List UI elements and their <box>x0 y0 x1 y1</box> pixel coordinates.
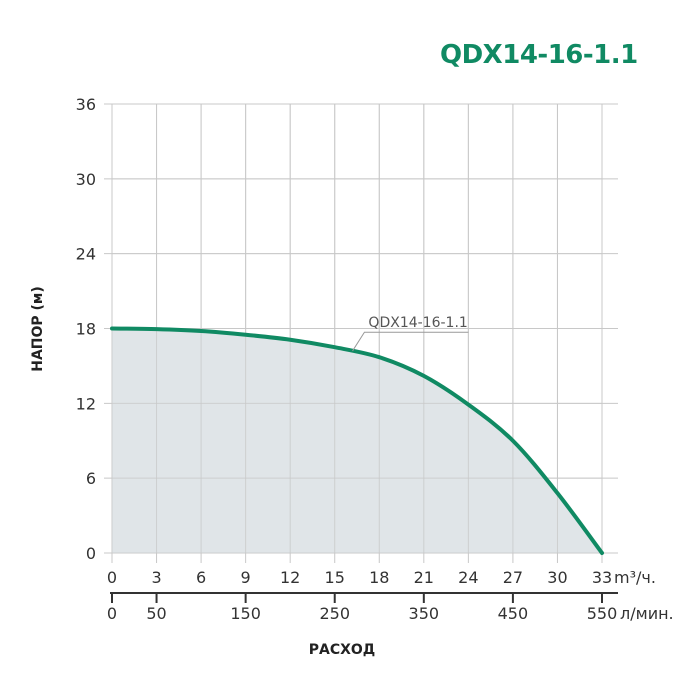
x-tick-label: 18 <box>369 568 389 587</box>
x2-tick-label: 350 <box>409 604 440 623</box>
x2-unit: л/мин. <box>620 604 674 623</box>
x2-tick-label: 150 <box>230 604 261 623</box>
x-tick-label: 0 <box>107 568 117 587</box>
x-axis-title: РАСХОД <box>309 642 376 658</box>
x-tick-label: 24 <box>458 568 478 587</box>
chart-title: QDX14-16-1.1 <box>440 40 638 70</box>
x2-tick-label: 0 <box>107 604 117 623</box>
x2-tick-label: 250 <box>319 604 350 623</box>
x-unit: m³/ч. <box>614 568 656 587</box>
y-tick-label: 0 <box>86 544 96 563</box>
x-tick-label: 6 <box>196 568 206 587</box>
series-label: QDX14-16-1.1 <box>368 315 467 331</box>
x-tick-label: 15 <box>325 568 345 587</box>
x-tick-label: 12 <box>280 568 300 587</box>
series-label-leader <box>352 331 469 352</box>
x-tick-label: 27 <box>503 568 523 587</box>
x-tick-label: 3 <box>151 568 161 587</box>
y-tick-label: 24 <box>76 245 96 264</box>
x2-tick-label: 450 <box>498 604 529 623</box>
y-tick-label: 18 <box>76 320 96 339</box>
y-tick-label: 30 <box>76 170 96 189</box>
x2-tick-label: 550 <box>587 604 618 623</box>
x-tick-label: 21 <box>414 568 434 587</box>
y-tick-label: 12 <box>76 394 96 413</box>
y-tick-label: 6 <box>86 469 96 488</box>
curve-area <box>112 328 602 553</box>
y-axis-title: НАПОР (м) <box>30 286 46 372</box>
x-tick-label: 9 <box>241 568 251 587</box>
y-tick-label: 36 <box>76 95 96 114</box>
x2-tick-label: 50 <box>146 604 166 623</box>
series-line <box>110 326 604 555</box>
x-tick-label: 30 <box>547 568 567 587</box>
x-tick-label: 33 <box>592 568 612 587</box>
